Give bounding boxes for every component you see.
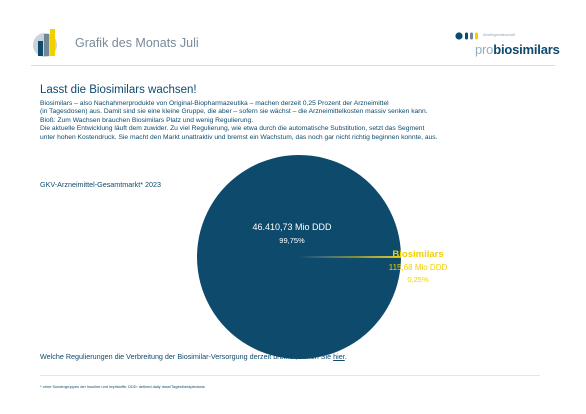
big-slice-value-label: 46.410,73 Mio DDD [252, 222, 332, 232]
intro-line: Bloß: Zum Wachsen brauchen Biosimilars P… [40, 116, 254, 124]
footnote: * ohne Sondergruppen der Insuline und Im… [40, 384, 205, 389]
brand-word: biosimilars [493, 42, 560, 57]
headline: Lasst die Biosimilars wachsen! [40, 84, 197, 96]
intro-line: Die aktuelle Entwicklung läuft dem zuwid… [40, 125, 425, 133]
brand-prefix: pro [475, 42, 494, 57]
brand-logo: Arbeitsgemeinschaft probiosimilars [455, 31, 570, 63]
footer-question-text: Welche Regulierungen die Verbreitung der… [40, 352, 334, 361]
footer-question: Welche Regulierungen die Verbreitung der… [40, 352, 347, 361]
header-divider [31, 65, 555, 66]
hier-link[interactable]: hier [333, 352, 345, 361]
footer-question-end: . [344, 352, 347, 361]
brand-tagline: Arbeitsgemeinschaft [483, 33, 515, 37]
intro-line: (in Tagesdosen) aus. Damit sind sie eine… [40, 108, 428, 116]
pie-slice-other [197, 155, 401, 359]
brand-dots-icon [455, 32, 478, 40]
brand-name: probiosimilars [475, 42, 560, 57]
intro-line: Biosimilars – also Nachahmerprodukte von… [40, 100, 389, 107]
biosimilars-legend-label: Biosimilars [392, 249, 443, 260]
chart-logo-icon [33, 29, 57, 57]
intro-text: Biosimilars – also Nachahmerprodukte von… [40, 100, 580, 142]
pie-slice-biosimilars [299, 256, 401, 258]
biosimilars-percent-label: 0,25% [407, 275, 429, 284]
intro-line: unter hohen Kostendruck. Sie macht den M… [40, 133, 438, 141]
footer-divider [40, 375, 540, 376]
chart-title: GKV-Arzneimittel-Gesamtmarkt* 2023 [40, 180, 162, 189]
header-title: Grafik des Monats Juli [75, 36, 199, 50]
biosimilars-value-label: 115,68 Mio DDD [389, 263, 448, 272]
big-slice-percent-label: 99,75% [279, 236, 305, 245]
